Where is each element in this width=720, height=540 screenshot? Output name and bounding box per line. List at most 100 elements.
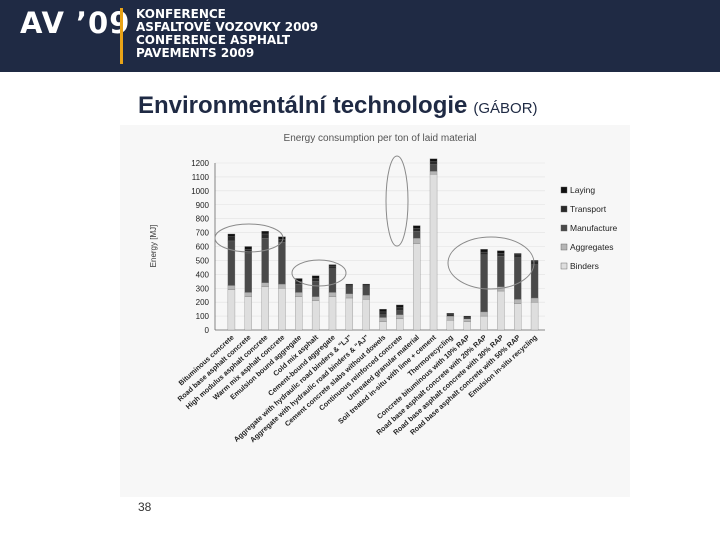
legend-label: Laying <box>570 185 595 195</box>
bar-segment <box>362 283 370 286</box>
bar-segment <box>244 253 252 293</box>
legend-swatch <box>560 205 568 213</box>
bar-segment <box>446 313 455 315</box>
bar-segment <box>480 254 488 313</box>
bar-segment <box>514 254 522 258</box>
bar-segment <box>328 296 337 331</box>
conference-name: KONFERENCE ASFALTOVÉ VOZOVKY 2009 CONFER… <box>136 8 318 60</box>
slide-title-main: Environmentální technologie <box>138 92 468 119</box>
y-tick-label: 100 <box>196 312 210 321</box>
bar-segment <box>429 161 438 165</box>
y-tick-label: 400 <box>196 270 210 279</box>
bar-segment <box>278 242 286 285</box>
chart-title: Energy consumption per ton of laid mater… <box>284 133 477 144</box>
bar-segment <box>379 321 387 331</box>
y-tick-label: 1000 <box>191 187 209 196</box>
bar-segment <box>362 285 370 288</box>
bar-segment <box>311 275 320 279</box>
y-tick-label: 200 <box>196 298 210 307</box>
y-tick-label: 800 <box>196 215 210 224</box>
bar-segment <box>295 292 303 297</box>
bar-segment <box>345 285 354 288</box>
conference-name-line: KONFERENCE <box>136 7 226 21</box>
bar-segment <box>261 286 269 331</box>
bar-segment <box>530 260 539 262</box>
bar-segment <box>379 317 387 322</box>
energy-chart: Energy consumption per ton of laid mater… <box>149 133 618 444</box>
bar-segment <box>295 283 303 293</box>
bar-segment <box>446 314 455 317</box>
bar-segment <box>244 246 252 250</box>
bar-segment <box>480 251 488 255</box>
bar-segment <box>530 261 539 265</box>
bar-segment <box>412 238 421 244</box>
highlight-ellipse <box>385 155 409 247</box>
slide-title: Environmentální technologie (GÁBOR) <box>138 92 538 120</box>
header-divider <box>120 8 123 64</box>
bar-segment <box>497 250 505 254</box>
bar-segment <box>345 297 354 331</box>
bar-segment <box>311 281 320 297</box>
bar-segment <box>480 311 488 317</box>
slide-title-author: (GÁBOR) <box>473 100 538 117</box>
bar-segment <box>429 158 438 162</box>
bar-segment <box>412 243 421 331</box>
bar-segment <box>429 173 438 331</box>
y-tick-label: 600 <box>196 243 210 252</box>
bar-segment <box>514 299 522 304</box>
bar-segment <box>362 299 370 331</box>
bar-segment <box>295 296 303 331</box>
bar-segment <box>412 228 421 232</box>
bar-segment <box>311 278 320 282</box>
chart-image: Energy consumption per ton of laid mater… <box>120 125 630 497</box>
bar-segment <box>261 233 269 239</box>
y-axis-label: Energy [MJ] <box>149 225 158 268</box>
bar-segment <box>278 283 286 289</box>
bar-segment <box>345 286 354 294</box>
bar-segment <box>446 320 455 331</box>
bar-segment <box>514 257 522 300</box>
legend-label: Aggregates <box>570 242 613 252</box>
bar-segment <box>530 302 539 331</box>
highlight-ellipse <box>214 223 284 253</box>
bar-segment <box>396 318 404 331</box>
bar-segment <box>480 249 488 253</box>
bar-segment <box>379 308 387 313</box>
bar-segment <box>328 292 337 297</box>
y-tick-label: 300 <box>196 284 210 293</box>
bar-segment <box>412 231 421 239</box>
bar-segment <box>227 240 236 286</box>
bar-segment <box>328 264 337 267</box>
bar-segment <box>463 321 471 331</box>
bar-segment <box>345 293 354 299</box>
bar-segment <box>345 283 354 286</box>
bar-segment <box>311 296 320 301</box>
y-tick-label: 1200 <box>191 159 209 168</box>
conference-logo: AV ’09 <box>20 6 131 40</box>
bar-segment <box>429 164 438 172</box>
bar-segment <box>480 315 488 331</box>
bar-segment <box>328 265 337 269</box>
bar-segment <box>463 318 471 322</box>
bar-segment <box>412 225 421 229</box>
bar-segment <box>497 253 505 257</box>
bar-segment <box>446 315 455 321</box>
conference-name-line: ASFALTOVÉ VOZOVKY 2009 <box>136 20 319 34</box>
bar-segment <box>244 292 252 297</box>
bar-segment <box>396 307 404 311</box>
bar-segment <box>362 295 370 300</box>
bar-segment <box>244 249 252 254</box>
conference-name-line: PAVEMENTS 2009 <box>136 46 255 60</box>
y-tick-label: 900 <box>196 201 210 210</box>
bar-segment <box>227 233 236 237</box>
legend-swatch <box>560 243 568 251</box>
highlight-ellipse <box>447 236 535 290</box>
header-banner: AV ’09 KONFERENCE ASFALTOVÉ VOZOVKY 2009… <box>0 0 720 72</box>
legend-swatch <box>560 262 568 270</box>
bar-segment <box>261 282 269 288</box>
bar-segment <box>379 314 387 318</box>
bar-segment <box>530 264 539 299</box>
bar-segment <box>227 285 236 290</box>
y-tick-label: 700 <box>196 229 210 238</box>
legend-label: Transport <box>570 204 607 214</box>
